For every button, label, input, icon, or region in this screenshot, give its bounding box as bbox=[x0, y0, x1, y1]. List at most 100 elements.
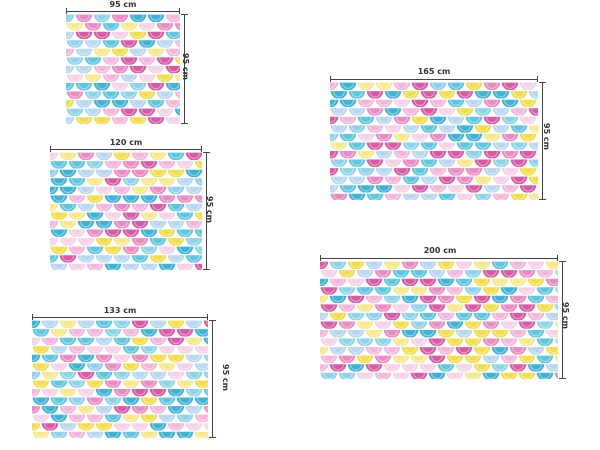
scale-tile bbox=[391, 268, 411, 280]
scale-tile bbox=[364, 261, 384, 271]
scale-highlight bbox=[125, 432, 137, 438]
scale-tile bbox=[490, 328, 510, 339]
scale-highlight bbox=[369, 194, 381, 200]
scale-tile bbox=[330, 141, 349, 152]
scale-highlight bbox=[161, 212, 173, 219]
scale-highlight bbox=[368, 347, 380, 354]
scale-tile bbox=[92, 98, 112, 110]
scale-tile bbox=[130, 202, 150, 213]
scale-highlight bbox=[377, 287, 389, 294]
scale-highlight bbox=[123, 23, 135, 30]
scale-highlight bbox=[143, 329, 155, 336]
scale-highlight bbox=[62, 406, 74, 413]
scale-highlight bbox=[143, 229, 155, 236]
scale-highlight bbox=[134, 406, 146, 413]
scale-highlight bbox=[395, 270, 407, 277]
scale-tile bbox=[491, 89, 511, 101]
scale-tile bbox=[472, 363, 492, 374]
scale-highlight bbox=[396, 168, 408, 175]
scale-highlight bbox=[432, 82, 444, 89]
scale-highlight bbox=[440, 296, 452, 303]
scale-tile bbox=[446, 132, 466, 143]
scale-highlight bbox=[114, 117, 126, 124]
width-label: 120 cm bbox=[109, 138, 143, 147]
scale-highlight bbox=[458, 313, 470, 320]
scale-highlight bbox=[114, 14, 126, 21]
width-label: 95 cm bbox=[109, 0, 137, 9]
scale-highlight bbox=[116, 238, 128, 245]
scale-tile bbox=[328, 363, 348, 374]
scale-highlight bbox=[360, 82, 372, 89]
scale-highlight bbox=[116, 338, 128, 344]
scale-tile bbox=[112, 336, 132, 347]
scale-highlight bbox=[440, 364, 452, 371]
scale-highlight bbox=[503, 287, 515, 294]
scale-highlight bbox=[123, 74, 135, 81]
scale-highlight bbox=[78, 49, 90, 56]
scale-tile bbox=[193, 379, 208, 390]
scale-tile bbox=[509, 89, 529, 101]
scale-highlight bbox=[359, 321, 371, 328]
scale-highlight bbox=[78, 32, 90, 38]
scale-highlight bbox=[530, 330, 542, 337]
scale-highlight bbox=[170, 338, 182, 344]
scale-highlight bbox=[485, 304, 497, 311]
scale-highlight bbox=[440, 313, 452, 320]
scale-tile bbox=[482, 98, 502, 109]
scale-highlight bbox=[396, 185, 408, 192]
scale-tile bbox=[400, 311, 420, 322]
scale-tile bbox=[94, 353, 114, 364]
scale-highlight bbox=[342, 151, 354, 158]
scale-tile bbox=[130, 353, 150, 364]
scale-highlight bbox=[53, 264, 65, 270]
scale-highlight bbox=[495, 159, 507, 166]
scale-highlight bbox=[143, 432, 155, 438]
scale-tile bbox=[409, 268, 429, 280]
scale-tile bbox=[463, 354, 483, 365]
scale-tile bbox=[337, 320, 357, 331]
scale-highlight bbox=[477, 91, 489, 98]
scale-highlight bbox=[530, 296, 542, 303]
scale-highlight bbox=[386, 347, 398, 354]
scale-highlight bbox=[150, 100, 162, 107]
scale-highlight bbox=[152, 152, 164, 159]
scale-highlight bbox=[170, 170, 182, 176]
scale-tile bbox=[382, 345, 402, 357]
scale-tile bbox=[356, 82, 376, 92]
scale-highlight bbox=[80, 238, 92, 245]
scale-highlight bbox=[98, 221, 110, 228]
scale-tile bbox=[101, 21, 121, 33]
scale-highlight bbox=[89, 178, 101, 185]
scale-highlight bbox=[521, 321, 533, 328]
scale-tile bbox=[320, 371, 339, 379]
scale-highlight bbox=[159, 40, 171, 47]
scale-tile bbox=[148, 387, 168, 398]
scale-tile bbox=[518, 82, 538, 92]
scale-highlight bbox=[477, 125, 489, 132]
scale-tile bbox=[76, 404, 96, 416]
scale-tile bbox=[509, 124, 529, 135]
scale-tile bbox=[473, 89, 493, 101]
scale-tile bbox=[355, 371, 375, 379]
scale-tile bbox=[58, 387, 78, 398]
scale-tile bbox=[128, 81, 148, 92]
scale-highlight bbox=[134, 355, 146, 362]
scale-tile bbox=[67, 228, 87, 239]
scale-highlight bbox=[512, 279, 524, 285]
scale-highlight bbox=[134, 152, 146, 159]
scale-highlight bbox=[161, 264, 173, 270]
scale-tile bbox=[202, 387, 208, 398]
scale-highlight bbox=[98, 355, 110, 362]
scale-tile bbox=[330, 124, 349, 135]
scale-tile bbox=[526, 345, 546, 357]
scale-tile bbox=[337, 337, 357, 348]
scale-highlight bbox=[170, 221, 182, 228]
scale-highlight bbox=[486, 100, 498, 106]
scale-highlight bbox=[66, 100, 72, 107]
scale-tile bbox=[155, 107, 175, 118]
scale-tile bbox=[155, 90, 175, 101]
scale-tile bbox=[347, 141, 367, 152]
scale-highlight bbox=[132, 100, 144, 107]
scale-highlight bbox=[170, 423, 182, 430]
scale-tile bbox=[391, 320, 411, 331]
